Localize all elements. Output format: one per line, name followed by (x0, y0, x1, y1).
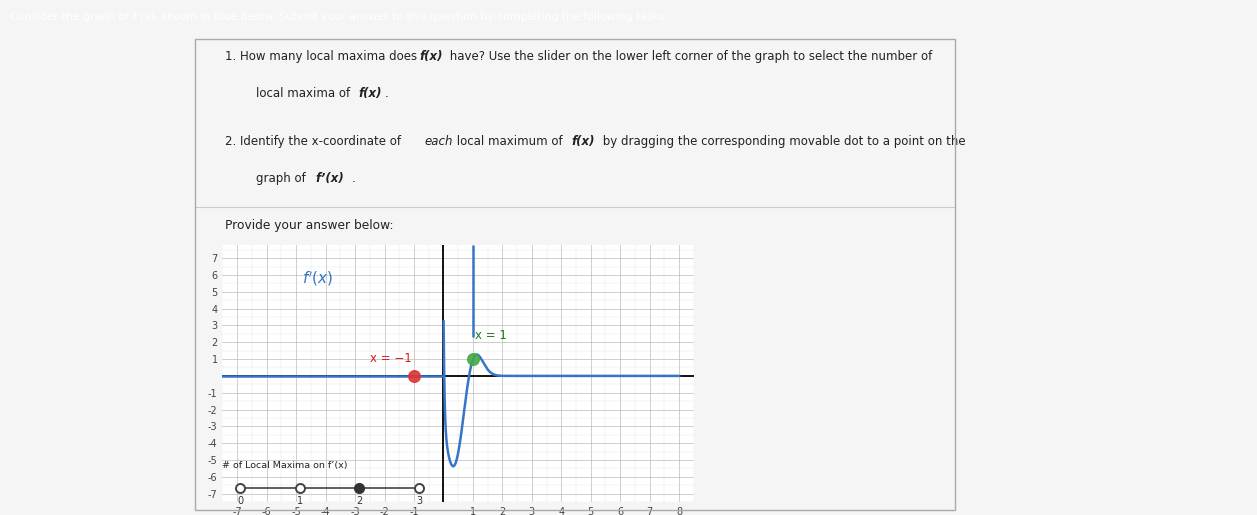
Text: have? Use the slider on the lower left corner of the graph to select the number : have? Use the slider on the lower left c… (446, 49, 931, 63)
Text: 1: 1 (297, 496, 303, 506)
Text: # of Local Maxima on f’(x): # of Local Maxima on f’(x) (222, 461, 348, 470)
Text: graph of: graph of (255, 172, 309, 185)
Text: 2: 2 (356, 496, 362, 506)
Text: .: . (385, 87, 388, 100)
Text: local maxima of: local maxima of (255, 87, 353, 100)
Text: 3: 3 (416, 496, 422, 506)
Text: f(x): f(x) (358, 87, 382, 100)
Text: f(x): f(x) (571, 134, 595, 148)
Text: f(x): f(x) (419, 49, 442, 63)
Text: f’(x): f’(x) (316, 172, 343, 185)
Point (463, 355, 483, 364)
Text: x = −1: x = −1 (370, 352, 411, 365)
Text: by dragging the corresponding movable dot to a point on the: by dragging the corresponding movable do… (598, 134, 965, 148)
Text: 0: 0 (238, 496, 244, 506)
Point (403, 372, 424, 380)
Text: x = 1: x = 1 (475, 329, 507, 342)
Text: local maximum of: local maximum of (454, 134, 567, 148)
Text: Provide your answer below:: Provide your answer below: (225, 219, 393, 232)
Text: 2. Identify the x-coordinate of: 2. Identify the x-coordinate of (225, 134, 405, 148)
Text: 1. How many local maxima does: 1. How many local maxima does (225, 49, 421, 63)
Text: each: each (425, 134, 453, 148)
Text: .: . (352, 172, 356, 185)
Text: $f'(x)$: $f'(x)$ (302, 269, 333, 288)
Text: Consider the graph of f’(x), shown in blue below. Submit your answer to this que: Consider the graph of f’(x), shown in bl… (10, 12, 669, 22)
